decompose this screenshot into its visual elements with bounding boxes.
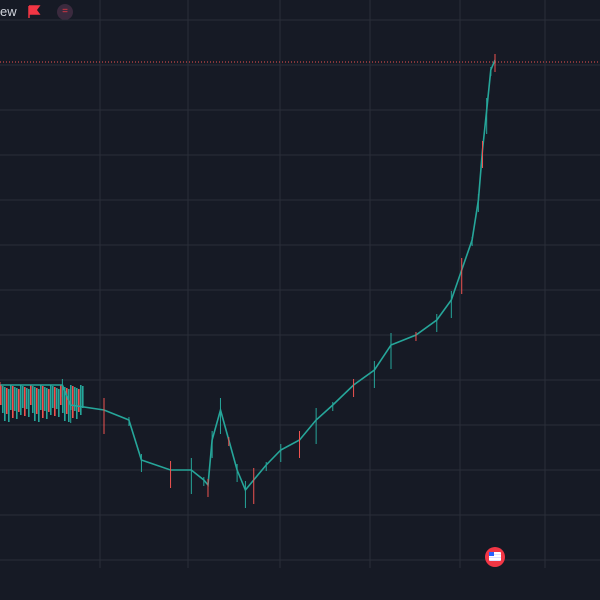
flag-icon[interactable] — [27, 5, 41, 19]
candle — [16, 388, 18, 419]
candle — [58, 389, 60, 417]
candle — [42, 386, 44, 418]
candle — [74, 387, 76, 411]
equals-icon[interactable]: = — [57, 4, 73, 20]
candle — [82, 386, 84, 408]
candle — [14, 387, 16, 411]
candle — [68, 389, 70, 422]
candle — [44, 387, 46, 411]
candle — [30, 385, 32, 405]
candle — [18, 389, 20, 412]
candle — [20, 385, 22, 415]
candle — [76, 388, 78, 419]
candle — [60, 385, 62, 405]
candle — [56, 388, 58, 409]
price-series-line — [0, 59, 496, 492]
candle — [78, 389, 80, 412]
candle — [50, 385, 52, 415]
candle — [34, 387, 36, 421]
candle — [0, 385, 2, 405]
candle — [32, 386, 34, 413]
candle — [46, 388, 48, 419]
candle — [26, 388, 28, 409]
symbol-title[interactable]: ew — [0, 4, 17, 19]
candle — [4, 387, 6, 421]
candle — [28, 389, 30, 417]
candle — [12, 386, 14, 418]
candle — [62, 386, 64, 413]
candle — [66, 388, 68, 414]
candle — [64, 387, 66, 421]
candle — [80, 385, 82, 415]
candle — [38, 389, 40, 422]
candle — [36, 388, 38, 414]
candle — [24, 387, 26, 416]
candle — [48, 389, 50, 412]
candle — [40, 385, 42, 410]
candle — [22, 386, 24, 408]
candle — [54, 387, 56, 416]
candle — [8, 389, 10, 422]
candle — [10, 385, 12, 410]
candle — [6, 388, 8, 414]
candle — [52, 386, 54, 408]
candle — [72, 386, 74, 418]
time-axis[interactable] — [0, 568, 600, 600]
candle — [2, 386, 4, 413]
us-flag-event-icon[interactable] — [485, 547, 505, 567]
